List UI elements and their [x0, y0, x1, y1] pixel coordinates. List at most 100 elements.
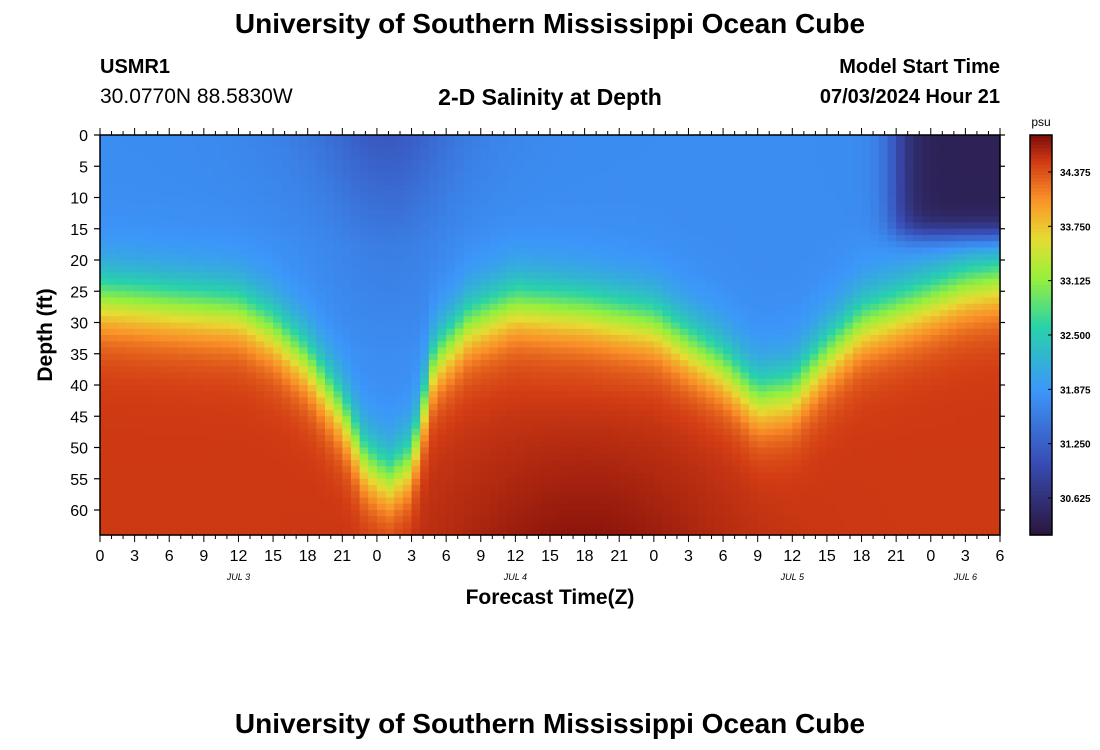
heatmap-cell — [281, 453, 291, 461]
heatmap-cell — [299, 485, 309, 492]
heatmap-cell — [160, 285, 170, 292]
heatmap-cell — [117, 310, 127, 317]
heatmap-cell — [697, 166, 707, 174]
heatmap-cell — [550, 478, 560, 486]
model-start-label: Model Start Time — [839, 56, 1000, 78]
heatmap-cell — [359, 353, 369, 361]
heatmap-cell — [411, 353, 421, 361]
heatmap-cell — [299, 253, 309, 261]
heatmap-cell — [108, 166, 118, 174]
heatmap-cell — [281, 366, 291, 374]
heatmap-cell — [264, 378, 274, 386]
heatmap-cell — [307, 422, 317, 430]
heatmap-cell — [567, 278, 577, 286]
heatmap-cell — [584, 335, 594, 342]
heatmap-cell — [402, 372, 413, 380]
heatmap-cell — [376, 410, 387, 417]
heatmap-cell — [593, 322, 603, 330]
heatmap-cell — [273, 403, 283, 411]
heatmap-cell — [679, 272, 690, 280]
heatmap-cell — [515, 178, 525, 186]
heatmap-cell — [273, 272, 283, 280]
heatmap-cell — [766, 372, 776, 380]
heatmap-cell — [446, 372, 456, 380]
heatmap-cell — [489, 360, 499, 367]
heatmap-cell — [428, 472, 439, 480]
heatmap-cell — [454, 503, 465, 511]
heatmap-cell — [766, 528, 776, 536]
heatmap-cell — [697, 253, 707, 261]
heatmap-cell — [714, 416, 724, 424]
heatmap-cell — [402, 428, 413, 436]
heatmap-cell — [593, 260, 603, 267]
heatmap-cell — [238, 460, 248, 467]
heatmap-cell — [264, 141, 274, 149]
heatmap-cell — [506, 160, 516, 167]
heatmap-cell — [437, 216, 447, 224]
heatmap-cell — [636, 485, 646, 492]
heatmap-cell — [688, 160, 698, 167]
heatmap-cell — [290, 153, 300, 161]
heatmap-cell — [281, 403, 291, 411]
heatmap-cell — [394, 441, 404, 449]
heatmap-cell — [662, 485, 672, 492]
heatmap-cell — [420, 253, 430, 261]
heatmap-cell — [437, 303, 447, 311]
heatmap-cell — [662, 478, 672, 486]
heatmap-cell — [359, 216, 369, 224]
heatmap-cell — [247, 285, 257, 292]
heatmap-cell — [489, 522, 499, 530]
heatmap-cell — [610, 147, 620, 155]
heatmap-cell — [705, 422, 716, 430]
heatmap-cell — [385, 160, 395, 167]
heatmap-cell — [428, 341, 439, 349]
heatmap-cell — [567, 285, 577, 292]
heatmap-cell — [662, 172, 672, 180]
model-start-value: 07/03/2024 Hour 21 — [819, 86, 1000, 108]
heatmap-cell — [437, 510, 447, 517]
heatmap-cell — [740, 416, 750, 424]
heatmap-cell — [472, 160, 482, 167]
heatmap-cell — [601, 353, 612, 361]
heatmap-cell — [117, 172, 127, 180]
heatmap-cell — [671, 297, 681, 305]
heatmap-cell — [290, 435, 300, 442]
heatmap-cell — [627, 153, 638, 161]
heatmap-cell — [688, 222, 698, 230]
heatmap-cell — [688, 328, 698, 336]
heatmap-cell — [619, 210, 629, 217]
heatmap-cell — [428, 297, 439, 305]
heatmap-cell — [411, 328, 421, 336]
heatmap-cell — [740, 285, 750, 292]
heatmap-cell — [368, 260, 378, 267]
heatmap-cell — [749, 178, 759, 186]
heatmap-cell — [489, 335, 499, 342]
heatmap-cell — [221, 160, 231, 167]
heatmap-cell — [627, 191, 638, 199]
heatmap-cell — [498, 147, 508, 155]
heatmap-cell — [688, 391, 698, 399]
heatmap-cell — [437, 447, 447, 455]
heatmap-cell — [342, 416, 352, 424]
heatmap-cell — [342, 153, 352, 161]
heatmap-cell — [524, 247, 534, 255]
heatmap-cell — [636, 453, 646, 461]
heatmap-cell — [316, 422, 326, 430]
heatmap-cell — [524, 378, 534, 386]
heatmap-cell — [273, 416, 283, 424]
heatmap-cell — [359, 497, 369, 505]
heatmap-cell — [273, 260, 283, 267]
heatmap-cell — [160, 472, 170, 480]
heatmap-cell — [203, 341, 214, 349]
heatmap-cell — [662, 310, 672, 317]
heatmap-cell — [229, 303, 240, 311]
heatmap-cell — [134, 278, 144, 286]
heatmap-cell — [515, 197, 525, 205]
heatmap-cell — [108, 266, 118, 274]
heatmap-cell — [316, 472, 326, 480]
heatmap-cell — [238, 472, 248, 480]
heatmap-cell — [100, 335, 110, 342]
heatmap-cell — [601, 228, 612, 236]
heatmap-cell — [679, 303, 690, 311]
heatmap-cell — [299, 372, 309, 380]
